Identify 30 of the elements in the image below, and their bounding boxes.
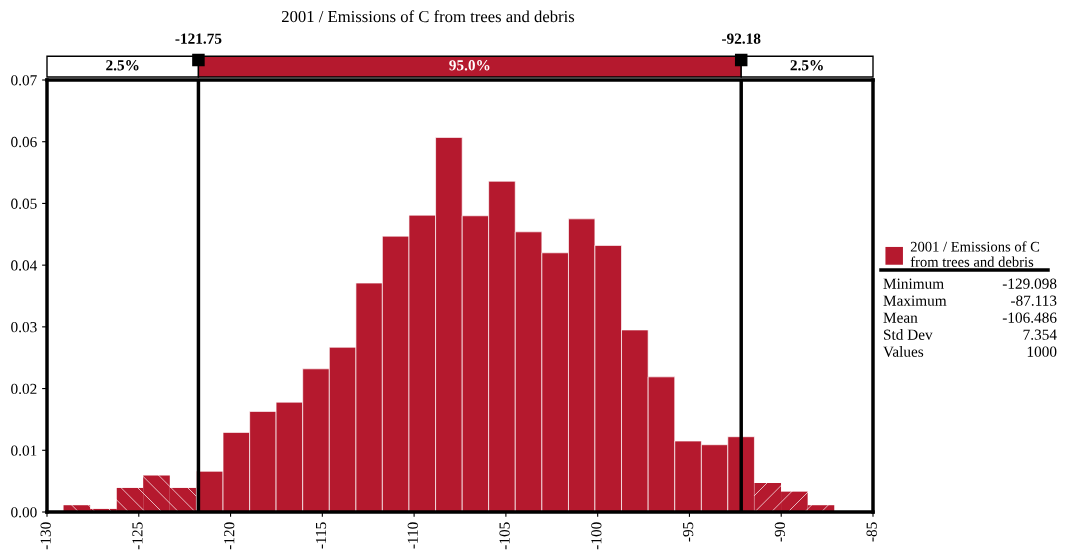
y-tick-label: 0.05 [11,198,37,209]
y-tick-label: 0.01 [11,445,37,456]
x-tick-label: -90 [774,522,786,542]
x-tick-label: -105 [499,522,510,550]
x-tick-label: -110 [407,522,418,549]
y-tick-label: 0.06 [11,136,37,148]
y-tick-label: 0.07 [11,75,37,86]
text: Mean -106.486 [883,312,1057,323]
x-tick-label: -125 [132,522,143,550]
chart-title: 2001 / Emissions of C from trees and debris [281,10,575,23]
ref-line-label: -92.18 [722,33,761,44]
x-tick-label: -120 [224,522,235,550]
y-tick-label: 0.04 [11,260,38,271]
y-tick-label: 0.00 [11,507,37,518]
text: Maximum -87.113 [883,295,1057,306]
x-tick-label: -100 [591,522,602,550]
y-tick-label: 0.02 [11,383,37,395]
ref-line-label: -121.75 [175,33,222,44]
x-tick-label: -115 [315,522,327,549]
text: 95.0% [449,60,490,71]
x-tick-label: -130 [40,522,51,550]
text: Std Dev 7.354 [884,329,1057,340]
legend-label: 2001 / Emissions of C from trees and debris [910,241,1040,267]
y-tick-label: 0.03 [11,322,37,333]
x-tick-label: -95 [683,522,694,542]
text: 2.5% [106,60,139,71]
x-tick-label: -85 [866,522,877,542]
text: Values 1000 [883,346,1057,357]
text: 2.5% [790,60,823,71]
text: Minimum -129.098 [883,278,1057,289]
